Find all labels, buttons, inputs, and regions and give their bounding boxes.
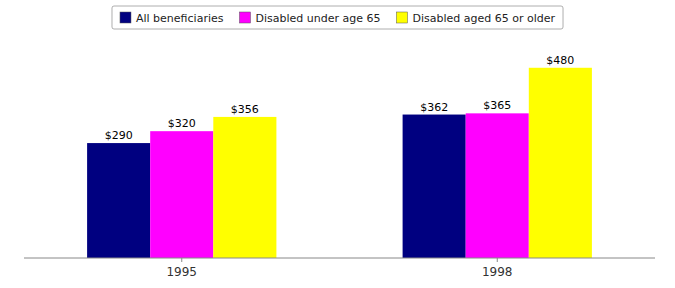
legend-item: All beneficiaries: [120, 12, 224, 25]
legend-label: All beneficiaries: [136, 12, 224, 25]
bar: [213, 117, 276, 258]
tick-label: 1998: [482, 265, 513, 279]
bars: [87, 68, 592, 258]
bar: [150, 131, 213, 258]
data-label: $356: [231, 103, 259, 116]
data-label: $320: [168, 117, 196, 130]
legend-frame: [112, 6, 563, 29]
legend-swatch: [396, 12, 407, 23]
bar: [466, 113, 529, 258]
chart: $290 $362 $320 $365 $356 $480 1995 1998 All bene…: [0, 0, 675, 288]
legend-item: Disabled aged 65 or older: [396, 12, 555, 25]
legend-label: Disabled under age 65: [255, 12, 380, 25]
bar: [87, 143, 150, 258]
data-labels: $290 $362 $320 $365 $356 $480: [105, 54, 575, 142]
data-label: $362: [420, 101, 448, 114]
x-axis: 1995 1998: [24, 258, 655, 279]
bar: [403, 115, 466, 258]
data-label: $480: [546, 54, 574, 67]
data-label: $365: [483, 99, 511, 112]
legend-swatch: [239, 12, 250, 23]
bar: [529, 68, 592, 258]
legend-swatch: [120, 12, 131, 23]
legend-label: Disabled aged 65 or older: [412, 12, 555, 25]
axis-line: [24, 258, 655, 259]
tick: [181, 258, 182, 262]
legend: All beneficiaries Disabled under age 65 Di…: [112, 6, 563, 29]
tick-label: 1995: [166, 265, 197, 279]
data-label: $290: [105, 129, 133, 142]
legend-item: Disabled under age 65: [239, 12, 380, 25]
tick: [497, 258, 498, 262]
